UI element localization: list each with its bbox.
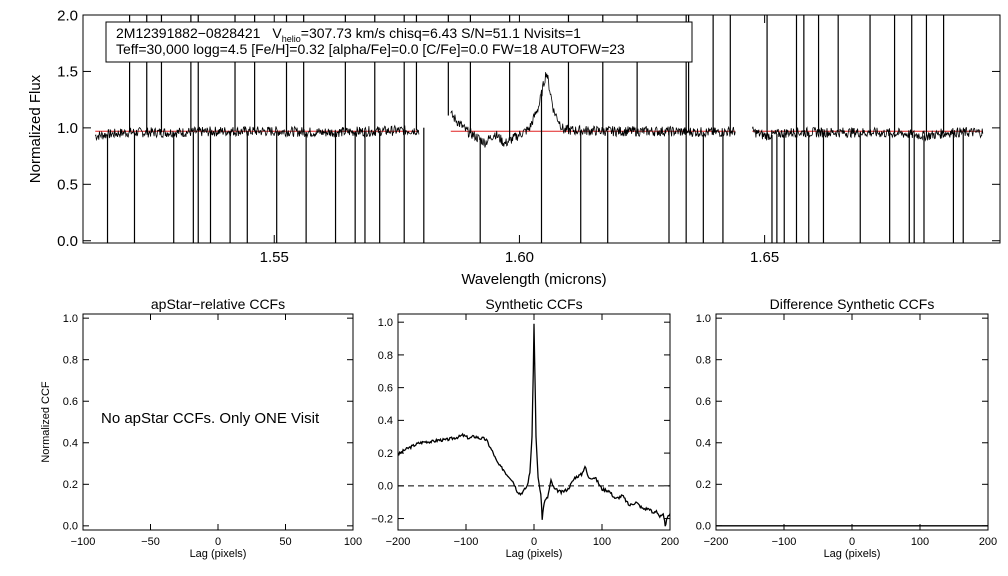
synthetic-ccf-line bbox=[397, 323, 671, 527]
difference-x-tick-label: 100 bbox=[911, 536, 929, 548]
difference-panel-title: Difference Synthetic CCFs bbox=[770, 296, 935, 312]
synthetic-x-axis-label: Lag (pixels) bbox=[506, 548, 563, 560]
difference-axes-frame bbox=[715, 313, 989, 531]
annotation-line-1: 2M12391882−0828421 Vhelio=307.73 km/s chi… bbox=[116, 25, 581, 44]
annotation-vhelio-subscript: helio bbox=[282, 34, 301, 44]
annotation-frame bbox=[105, 21, 693, 63]
apstar-y-axis-label: Normalized CCF bbox=[40, 381, 52, 463]
annotation-object-id: 2M12391882−0828421 bbox=[116, 25, 261, 41]
annotation-line-1-values: =307.73 km/s chisq=6.43 S/N=51.1 Nvisits… bbox=[301, 25, 581, 41]
spectrum-y-tick-label: 1.0 bbox=[57, 120, 78, 137]
apstar-y-tick-label: 0.4 bbox=[63, 438, 78, 450]
spectrum-y-tick-label: 1.5 bbox=[57, 64, 78, 81]
annotation-line-2: Teff=30,000 logg=4.5 [Fe/H]=0.32 [alpha/… bbox=[116, 41, 625, 57]
spectrum-y-tick-label: 0.5 bbox=[57, 177, 78, 194]
apstar-x-tick-label: 50 bbox=[279, 536, 291, 548]
synthetic-y-tick-label: −0.2 bbox=[371, 513, 393, 525]
synthetic-x-tick-label: 200 bbox=[661, 536, 679, 548]
observed-spectrum-chip-2 bbox=[450, 72, 736, 148]
apstar-x-ticks: −100 −50 0 50 100 bbox=[71, 314, 362, 548]
synthetic-x-tick-label: −100 bbox=[454, 536, 479, 548]
difference-x-axis-label: Lag (pixels) bbox=[824, 548, 881, 560]
spectrum-x-tick-label: 1.60 bbox=[505, 249, 534, 266]
spectrum-x-axis-label: Wavelength (microns) bbox=[461, 271, 606, 288]
difference-x-tick-label: −200 bbox=[704, 536, 729, 548]
synthetic-x-tick-label: 100 bbox=[593, 536, 611, 548]
spectrum-x-tick-label: 1.55 bbox=[260, 249, 289, 266]
synthetic-y-tick-label: 0.8 bbox=[378, 350, 393, 362]
synthetic-x-ticks: −200 −100 0 100 200 bbox=[386, 314, 679, 548]
apstar-y-tick-label: 0.6 bbox=[63, 396, 78, 408]
difference-y-tick-label: 0.6 bbox=[696, 396, 711, 408]
apstar-panel-title: apStar−relative CCFs bbox=[151, 296, 285, 312]
apstar-x-tick-label: −50 bbox=[141, 536, 160, 548]
synthetic-y-tick-label: 1.0 bbox=[378, 317, 393, 329]
synthetic-ccf-data bbox=[397, 323, 671, 527]
difference-x-ticks: −200 −100 0 100 200 bbox=[704, 314, 997, 548]
difference-x-tick-label: 200 bbox=[979, 536, 997, 548]
spectrum-annotation-box: 2M12391882−0828421 Vhelio=307.73 km/s chi… bbox=[105, 21, 693, 63]
apstar-x-axis-label: Lag (pixels) bbox=[190, 548, 247, 560]
synthetic-x-tick-label: 0 bbox=[531, 536, 537, 548]
difference-y-tick-label: 0.4 bbox=[696, 438, 711, 450]
synthetic-y-ticks: −0.2 0.0 0.2 0.4 0.6 0.8 1.0 bbox=[371, 317, 670, 525]
synthetic-y-tick-label: 0.6 bbox=[378, 382, 393, 394]
difference-y-tick-label: 0.0 bbox=[696, 521, 711, 533]
spectrum-y-tick-label: 2.0 bbox=[57, 7, 78, 24]
apstar-ccf-panel: 0.0 0.2 0.4 0.6 0.8 1.0 −100 −50 0 50 100 apStar−… bbox=[40, 296, 362, 560]
apstar-y-tick-label: 0.8 bbox=[63, 355, 78, 367]
apstar-no-data-message: No apStar CCFs. Only ONE Visit bbox=[101, 410, 320, 427]
difference-y-tick-label: 0.2 bbox=[696, 479, 711, 491]
difference-y-tick-label: 0.8 bbox=[696, 355, 711, 367]
apstar-y-tick-label: 0.0 bbox=[63, 521, 78, 533]
apstar-y-tick-label: 1.0 bbox=[63, 313, 78, 325]
observed-spectrum-chip-3 bbox=[752, 126, 984, 142]
apstar-x-tick-label: −100 bbox=[71, 536, 96, 548]
annotation-vhelio-symbol: V bbox=[272, 25, 282, 41]
synthetic-panel-title: Synthetic CCFs bbox=[485, 296, 582, 312]
spectrum-data bbox=[94, 15, 984, 243]
spectrum-y-ticks: 0.0 0.5 1.0 1.5 2.0 bbox=[57, 7, 1000, 250]
difference-x-tick-label: −100 bbox=[772, 536, 797, 548]
difference-y-ticks: 0.0 0.2 0.4 0.6 0.8 1.0 bbox=[696, 313, 988, 533]
synthetic-y-tick-label: 0.2 bbox=[378, 448, 393, 460]
synthetic-y-tick-label: 0.4 bbox=[378, 415, 393, 427]
spectrum-x-tick-label: 1.65 bbox=[750, 249, 779, 266]
difference-y-tick-label: 1.0 bbox=[696, 313, 711, 325]
difference-ccf-panel: 0.0 0.2 0.4 0.6 0.8 1.0 −200 −100 0 100 200 Diffe… bbox=[696, 296, 997, 560]
spectrum-y-tick-label: 0.0 bbox=[57, 233, 78, 250]
apstar-x-tick-label: 0 bbox=[215, 536, 221, 548]
synthetic-ccf-panel: −0.2 0.0 0.2 0.4 0.6 0.8 1.0 −200 −100 0 100 200 S… bbox=[371, 296, 679, 560]
synthetic-y-tick-label: 0.0 bbox=[378, 481, 393, 493]
spectrum-x-ticks: 1.55 1.60 1.65 bbox=[260, 15, 779, 266]
spectrum-y-axis-label: Normalized Flux bbox=[27, 74, 44, 183]
difference-x-tick-label: 0 bbox=[849, 536, 855, 548]
apstar-y-ticks: 0.0 0.2 0.4 0.6 0.8 1.0 bbox=[63, 313, 353, 533]
observed-spectrum-chip-1 bbox=[94, 124, 420, 142]
spectrum-panel: 0.0 0.5 1.0 1.5 2.0 1.55 1.60 1.65 Normalized … bbox=[27, 7, 1001, 288]
synthetic-x-tick-label: −200 bbox=[386, 536, 411, 548]
apstar-y-tick-label: 0.2 bbox=[63, 479, 78, 491]
apstar-x-tick-label: 100 bbox=[344, 536, 362, 548]
